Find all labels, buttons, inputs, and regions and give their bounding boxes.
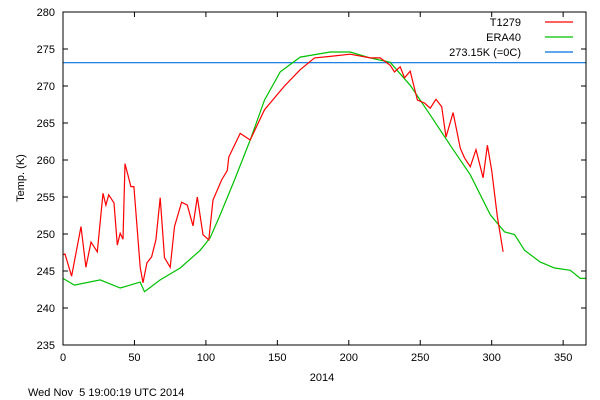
x-tick-label: 50: [128, 352, 140, 364]
x-tick-label: 150: [268, 352, 286, 364]
y-tick-label: 260: [37, 155, 55, 167]
y-tick-label: 280: [37, 7, 55, 19]
y-tick-label: 240: [37, 303, 55, 315]
y-tick-label: 245: [37, 266, 55, 278]
y-tick-label: 235: [37, 340, 55, 352]
x-tick-label: 300: [483, 352, 501, 364]
y-tick-label: 265: [37, 118, 55, 130]
series-line-0: [62, 53, 504, 283]
y-axis-label: Temp. (K): [15, 154, 27, 202]
legend-label: 273.15K (=0C): [449, 47, 521, 59]
x-tick-label: 200: [340, 352, 358, 364]
y-tick-label: 275: [37, 44, 55, 56]
y-tick-label: 270: [37, 81, 55, 93]
x-tick-label: 350: [554, 352, 572, 364]
x-tick-label: 250: [411, 352, 429, 364]
legend: T1279 ERA40 273.15K (=0C): [449, 17, 573, 59]
legend-label: ERA40: [486, 32, 521, 44]
x-tick-label: 100: [197, 352, 215, 364]
plot-frame: [62, 11, 587, 346]
timestamp-footer: Wed Nov 5 19:00:19 UTC 2014: [28, 387, 184, 399]
legend-label: T1279: [490, 17, 521, 29]
y-tick-label: 255: [37, 192, 55, 204]
series-line-1: [62, 51, 586, 293]
x-axis-label: 2014: [310, 372, 334, 384]
series-lines: [62, 51, 586, 293]
y-tick-label: 250: [37, 229, 55, 241]
x-tick-label: 0: [60, 352, 66, 364]
axis-ticks: 0 50 100 150 200 250 300 350 235 240 245 250 255 260 2…: [37, 7, 586, 364]
